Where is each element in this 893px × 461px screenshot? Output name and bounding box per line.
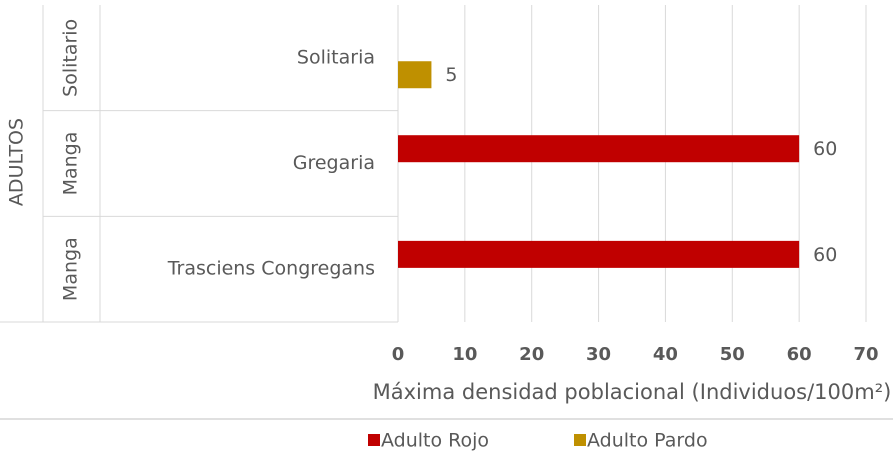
- data-label: 60: [813, 244, 837, 266]
- data-label: 60: [813, 138, 837, 160]
- x-tick-label: 40: [653, 344, 678, 365]
- x-axis-label: Máxima densidad poblacional (Individuos/…: [373, 380, 892, 404]
- x-tick-label: 60: [787, 344, 812, 365]
- bar: [398, 61, 432, 89]
- category-group: Manga: [60, 132, 82, 196]
- legend-swatch: [368, 434, 380, 446]
- category-supergroup: ADULTOS: [6, 118, 28, 206]
- category-group: Solitario: [60, 19, 82, 97]
- bar: [398, 135, 800, 163]
- x-tick-label: 70: [853, 344, 878, 365]
- category-group: Manga: [60, 237, 82, 301]
- x-tick-label: 30: [586, 344, 611, 365]
- y-tick-label: Trasciens Congregans: [167, 258, 375, 280]
- legend-swatch: [574, 434, 586, 446]
- x-tick-label: 50: [720, 344, 745, 365]
- data-label: 5: [445, 64, 457, 86]
- y-tick-label: Solitaria: [297, 46, 375, 68]
- legend-label: Adulto Rojo: [381, 430, 489, 452]
- legend-label: Adulto Pardo: [587, 430, 708, 452]
- x-tick-label: 20: [519, 344, 544, 365]
- y-tick-label: Gregaria: [293, 152, 375, 174]
- x-tick-label: 0: [392, 344, 405, 365]
- bar: [398, 240, 800, 268]
- x-tick-label: 10: [452, 344, 477, 365]
